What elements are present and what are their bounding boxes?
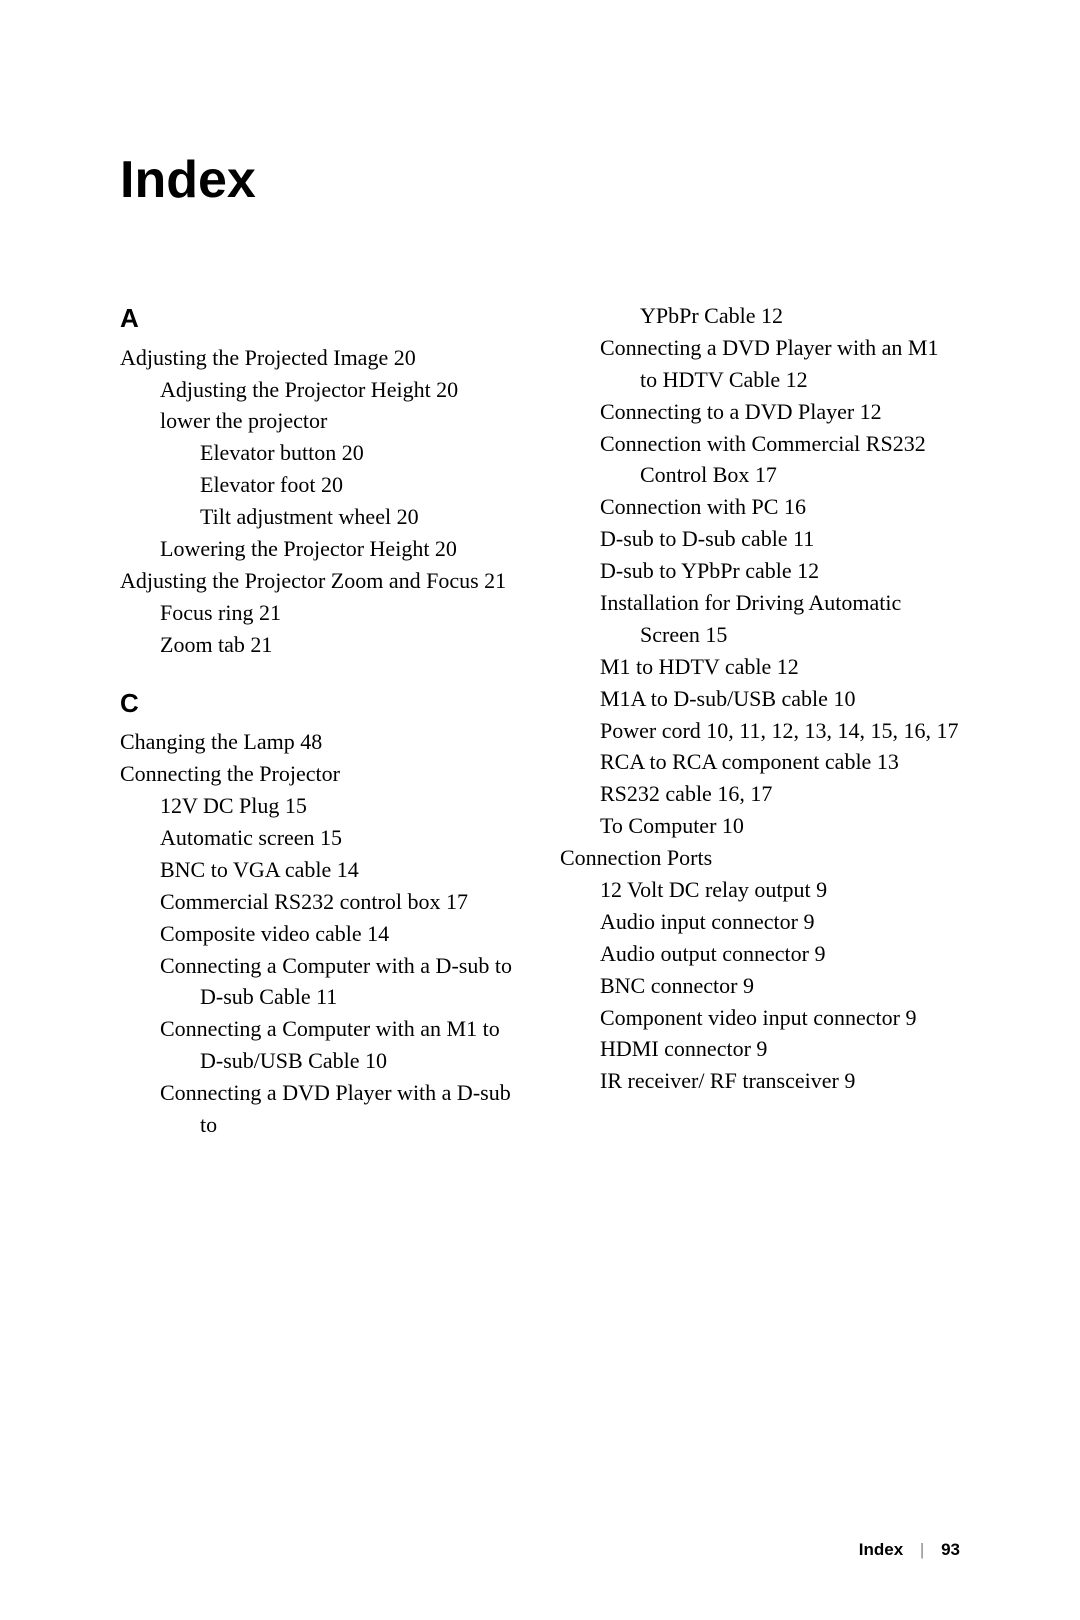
index-entry: M1A to D-sub/USB cable 10 bbox=[560, 683, 960, 715]
index-entry: Connecting a Computer with an M1 to D-su… bbox=[120, 1013, 520, 1077]
index-entry: Composite video cable 14 bbox=[120, 918, 520, 950]
index-entry: Connecting the Projector bbox=[120, 758, 520, 790]
index-entry: Connecting to a DVD Player 12 bbox=[560, 396, 960, 428]
index-letter-heading: A bbox=[120, 300, 520, 338]
page-footer: Index | 93 bbox=[859, 1540, 960, 1560]
index-entry: IR receiver/ RF transceiver 9 bbox=[560, 1065, 960, 1097]
page-title: Index bbox=[120, 150, 960, 210]
index-entry: Connecting a Computer with a D-sub to D-… bbox=[120, 950, 520, 1014]
index-letter-heading: C bbox=[120, 685, 520, 723]
footer-label: Index bbox=[859, 1540, 903, 1559]
index-entry: Commercial RS232 control box 17 bbox=[120, 886, 520, 918]
index-entry: Connection with Commercial RS232 Control… bbox=[560, 428, 960, 492]
index-entry: Zoom tab 21 bbox=[120, 629, 520, 661]
index-entry: Power cord 10, 11, 12, 13, 14, 15, 16, 1… bbox=[560, 715, 960, 747]
index-entry: Lowering the Projector Height 20 bbox=[120, 533, 520, 565]
index-entry: Connection Ports bbox=[560, 842, 960, 874]
index-entry: lower the projector bbox=[120, 405, 520, 437]
index-entry: 12V DC Plug 15 bbox=[120, 790, 520, 822]
index-entry: BNC to VGA cable 14 bbox=[120, 854, 520, 886]
index-entry: To Computer 10 bbox=[560, 810, 960, 842]
index-entry: Adjusting the Projector Zoom and Focus 2… bbox=[120, 565, 520, 597]
index-entry: M1 to HDTV cable 12 bbox=[560, 651, 960, 683]
index-entry: Connection with PC 16 bbox=[560, 491, 960, 523]
index-entry: D-sub to YPbPr cable 12 bbox=[560, 555, 960, 587]
index-entry: Adjusting the Projector Height 20 bbox=[120, 374, 520, 406]
index-entry: Elevator button 20 bbox=[120, 437, 520, 469]
index-entry: Automatic screen 15 bbox=[120, 822, 520, 854]
index-entry: BNC connector 9 bbox=[560, 970, 960, 1002]
footer-separator: | bbox=[920, 1540, 924, 1559]
footer-page-number: 93 bbox=[941, 1540, 960, 1559]
index-entry: Adjusting the Projected Image 20 bbox=[120, 342, 520, 374]
index-column-right: YPbPr Cable 12Connecting a DVD Player wi… bbox=[560, 300, 960, 1141]
index-entry: Connecting a DVD Player with an M1 to HD… bbox=[560, 332, 960, 396]
index-entry: Installation for Driving Automatic Scree… bbox=[560, 587, 960, 651]
index-entry: HDMI connector 9 bbox=[560, 1033, 960, 1065]
index-column-left: AAdjusting the Projected Image 20Adjusti… bbox=[120, 300, 520, 1141]
index-entry: RS232 cable 16, 17 bbox=[560, 778, 960, 810]
index-entry: Connecting a DVD Player with a D-sub to bbox=[120, 1077, 520, 1141]
index-entry: Component video input connector 9 bbox=[560, 1002, 960, 1034]
index-entry: D-sub to D-sub cable 11 bbox=[560, 523, 960, 555]
index-entry: Audio input connector 9 bbox=[560, 906, 960, 938]
index-entry: Audio output connector 9 bbox=[560, 938, 960, 970]
index-entry: Changing the Lamp 48 bbox=[120, 726, 520, 758]
index-entry: Tilt adjustment wheel 20 bbox=[120, 501, 520, 533]
index-entry: Focus ring 21 bbox=[120, 597, 520, 629]
index-entry: 12 Volt DC relay output 9 bbox=[560, 874, 960, 906]
index-entry: Elevator foot 20 bbox=[120, 469, 520, 501]
index-entry-continuation: YPbPr Cable 12 bbox=[560, 300, 960, 332]
index-columns: AAdjusting the Projected Image 20Adjusti… bbox=[120, 300, 960, 1141]
index-entry: RCA to RCA component cable 13 bbox=[560, 746, 960, 778]
